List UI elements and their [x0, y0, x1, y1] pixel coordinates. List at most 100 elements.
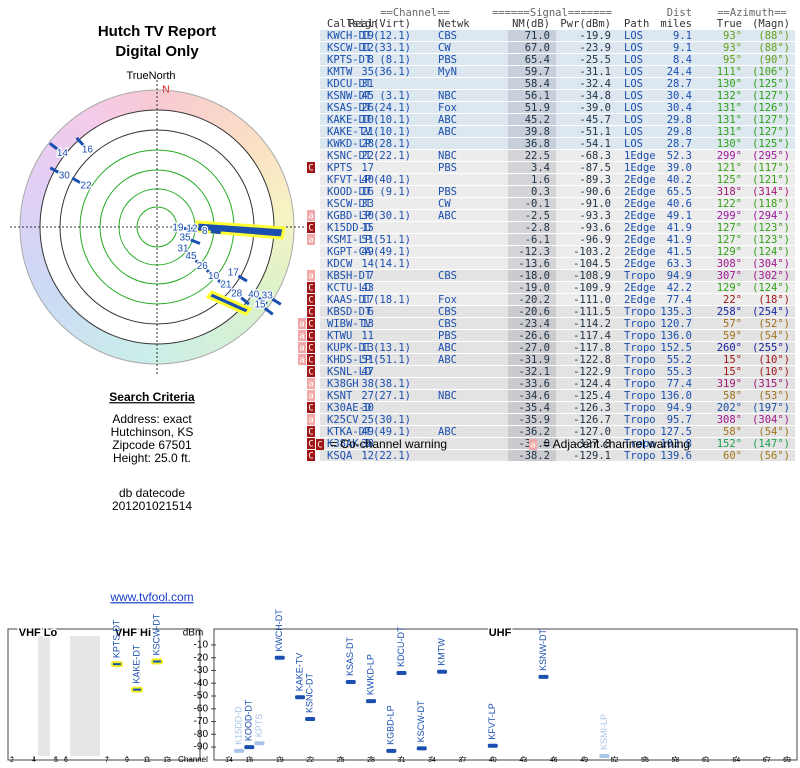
cell: 52.3 — [667, 150, 692, 162]
cell: -129.1 — [573, 450, 611, 462]
column-header: (Magn) — [752, 18, 790, 30]
cell: -19.0 — [518, 282, 550, 294]
x-tick-label: 43 — [519, 757, 527, 764]
cell: 130° — [717, 138, 742, 150]
criteria-title: Search Criteria — [109, 390, 195, 404]
cell: (13.1) — [373, 342, 411, 354]
cell: -12.3 — [518, 246, 550, 258]
cell: 122° — [717, 198, 742, 210]
cell: ABC — [438, 354, 457, 366]
station-marker — [111, 661, 123, 668]
cell: 132° — [717, 90, 742, 102]
subtitle: Digital Only — [115, 43, 199, 60]
cell: 22° — [723, 294, 742, 306]
row-background — [320, 438, 795, 449]
warning-letter: C — [308, 428, 313, 438]
station-name: KAKE-DT — [131, 644, 141, 684]
warning-icon — [307, 282, 315, 293]
cell: KBSH-DT — [327, 270, 372, 282]
cell: 131° — [717, 114, 742, 126]
cell: 55.2 — [667, 354, 692, 366]
station-name: KPTS-DT — [111, 619, 121, 658]
cell: (147°) — [752, 438, 790, 450]
cell: (88°) — [758, 42, 790, 54]
cell: KOOD-DT — [327, 186, 372, 198]
cell: Tropo — [624, 450, 656, 462]
cell: LOS — [624, 42, 643, 54]
cell: 202° — [717, 402, 742, 414]
cell: 121° — [717, 162, 742, 174]
warning-icon — [307, 342, 315, 353]
cell: 26 — [361, 102, 374, 114]
x-tick-label: 46 — [550, 757, 558, 764]
legend-icon-letter: C — [317, 441, 322, 451]
tvfool-link[interactable]: www.tvfool.com — [109, 590, 193, 604]
cell: 24.4 — [667, 66, 692, 78]
nm-shade — [508, 330, 556, 341]
x-tick-label: 19 — [276, 757, 284, 764]
cell: 15° — [723, 354, 742, 366]
group-header: ==Channel== — [380, 7, 450, 19]
station-table: ==Channel== ======Signal======= Dist ==Azim… — [298, 7, 795, 462]
cell: LOS — [624, 126, 643, 138]
row-background — [320, 366, 795, 377]
cell: 19 — [361, 30, 374, 42]
cell: (117°) — [752, 162, 790, 174]
station-ray — [186, 251, 197, 261]
nm-shade — [508, 114, 556, 125]
station-marker — [305, 716, 316, 721]
link-text[interactable]: www.tvfool.com — [109, 590, 193, 604]
x-tick-label: 49 — [580, 757, 588, 764]
station-label: 21 — [220, 279, 232, 290]
cell: KDCW — [327, 258, 353, 270]
datecode-label: db datecode — [119, 486, 185, 500]
cell: 25 — [361, 414, 374, 426]
cell: (49.1) — [373, 426, 411, 438]
warning-letter: C — [308, 296, 313, 306]
cell: Tropo — [624, 414, 656, 426]
nm-shade — [508, 258, 556, 269]
x-tick-label: 61 — [702, 757, 710, 764]
cell: CW — [438, 198, 451, 210]
warning-letter: a — [299, 332, 304, 342]
cell: 94.9 — [667, 402, 692, 414]
cell: -20.6 — [518, 306, 550, 318]
cell: 33 — [361, 198, 374, 210]
warning-legend: C = Co-channel warning a = Adjacent channel… — [316, 437, 690, 451]
cell: (10.1) — [373, 126, 411, 138]
cell: 111° — [717, 66, 742, 78]
warning-icon — [298, 318, 306, 329]
station-marker — [234, 748, 245, 753]
y-axis-label: dBm — [183, 628, 204, 639]
cell: LOS — [624, 66, 643, 78]
cell: 51.9 — [525, 102, 550, 114]
cell: 51 — [361, 234, 374, 246]
cell: KWKD-LP — [327, 138, 371, 150]
station-name: KAKE-TV — [294, 653, 304, 692]
cell: 2Edge — [624, 246, 656, 258]
cell: 65.4 — [525, 54, 550, 66]
x-tick-label: 67 — [763, 757, 771, 764]
cell: (10.1) — [373, 114, 411, 126]
cell: -111.5 — [573, 306, 611, 318]
title: Hutch TV Report — [98, 23, 216, 40]
row-background — [320, 66, 795, 77]
warning-letter: C — [308, 440, 313, 450]
station-marker — [131, 686, 143, 693]
x-tick-label: 4 — [32, 757, 36, 764]
cell: 63.3 — [667, 258, 692, 270]
station-name: KWCH-DT — [274, 609, 284, 652]
legend-icon — [316, 439, 324, 450]
panel — [213, 628, 798, 761]
station-label: 16 — [82, 144, 94, 155]
cell: (49.1) — [373, 246, 411, 258]
warning-letter: C — [308, 320, 313, 330]
cell: -87.5 — [579, 162, 611, 174]
column-header: True — [717, 18, 742, 30]
cell: KMTW — [327, 66, 353, 78]
column-header: Callsign — [327, 18, 378, 30]
cell: Fox — [438, 102, 457, 114]
cell: LOS — [624, 30, 643, 42]
warning-icon — [307, 318, 315, 329]
cell: K30AE-D — [327, 402, 371, 414]
